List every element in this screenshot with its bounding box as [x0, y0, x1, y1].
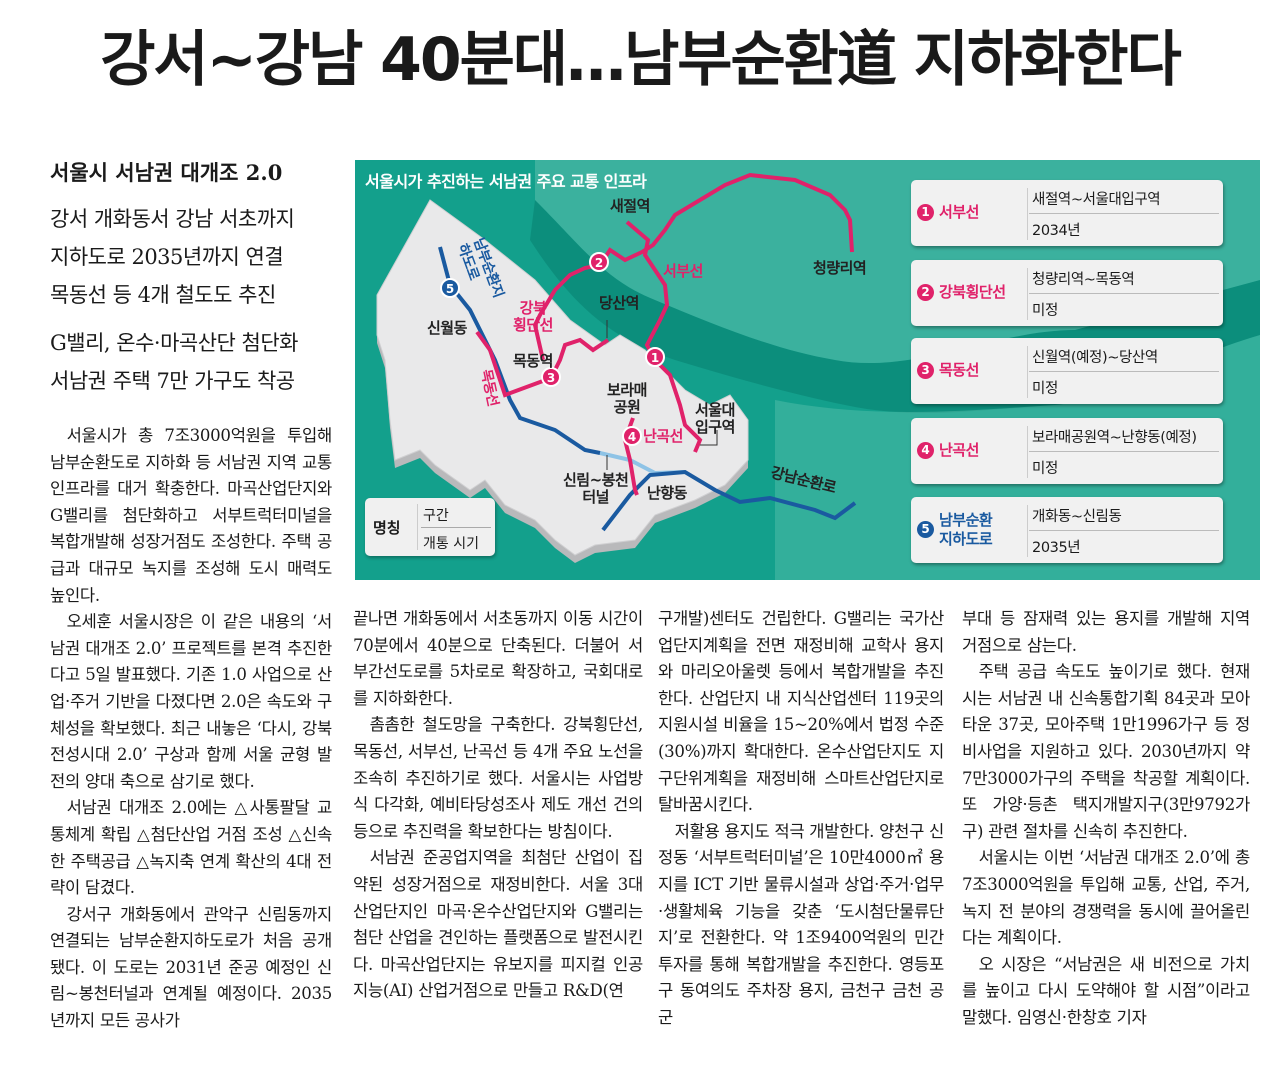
- legend-name: 명칭: [373, 519, 401, 537]
- gangnam-ring-road: [601, 469, 857, 532]
- label-sillim-tunnel: 신림~봉천 터널: [563, 471, 629, 506]
- paragraph: 주택 공급 속도도 높이기로 했다. 현재 시는 서남권 내 신속통합기획 84…: [962, 662, 1250, 841]
- label-nanhyang: 난향동: [647, 484, 687, 502]
- label-nangok: 난곡선: [643, 427, 683, 445]
- subhead-line: 서남권 주택 7만 가구도 착공: [50, 369, 295, 393]
- article-column-2: 끝나면 개화동에서 서초동까지 이동 시간이 70분에서 40분으로 단축된다.…: [353, 606, 643, 1005]
- mokdong-line: [475, 330, 610, 398]
- paragraph: 촘촘한 철도망을 구축한다. 강북횡단선, 목동선, 서부선, 난곡선 등 4개…: [353, 715, 643, 841]
- label-seobu: 서부선: [663, 262, 703, 280]
- paragraph: 오세훈 서울시장은 이 같은 내용의 ‘서남권 대개조 2.0’ 프로젝트를 본…: [50, 612, 332, 791]
- label-sinwol: 신월동: [427, 319, 467, 337]
- paragraph: 서남권 대개조 2.0에는 △사통팔달 교통체계 확립 △첨단산업 거점 조성 …: [50, 798, 332, 898]
- route-card-1: 1 서부선 새절역~서울대입구역 2034년: [911, 180, 1223, 246]
- route-card-2: 2 강북횡단선 청량리역~목동역 미정: [911, 260, 1223, 326]
- marker-label: 1: [651, 351, 659, 365]
- label-gangbuk-line: 강북 횡단선: [513, 299, 553, 334]
- paragraph: 강서구 개화동에서 관악구 신림동까지 연결되는 남부순환지하도로가 처음 공개…: [50, 904, 332, 1031]
- marker-1: [645, 347, 665, 367]
- subhead-line: 강서 개화동서 강남 서초까지: [50, 207, 295, 231]
- subhead-lead: 서울시 서남권 대개조 2.0: [50, 160, 283, 185]
- article-column-1: 서울시가 총 7조3000억원을 투입해 남부순환도로 지하화 등 서남권 지역…: [50, 423, 332, 1035]
- route-card-3: 3 목동선 신월역(예정)~당산역 미정: [911, 338, 1223, 404]
- route-markers: 1 2 3 4 5: [440, 252, 665, 446]
- route-card-4: 4 난곡선 보라매공원역~난향동(예정) 미정: [911, 418, 1223, 484]
- label-boramae: 보라매 공원: [607, 381, 647, 416]
- paragraph: 서울시가 총 7조3000억원을 투입해 남부순환도로 지하화 등 서남권 지역…: [50, 426, 332, 605]
- paragraph: 서울시는 이번 ‘서남권 대개조 2.0’에 총 7조3000억원을 투입해 교…: [962, 848, 1250, 948]
- marker-2: [589, 252, 609, 272]
- subhead-line: G밸리, 온수·마곡산단 첨단화: [50, 331, 299, 355]
- byline: 임영신·한창호 기자: [1016, 1007, 1147, 1027]
- paragraph-text: 오 시장은 “서남권은 새 비전으로 가치를 높이고 다시 도약해야 할 시점”…: [962, 954, 1250, 1027]
- legend-opening: 개통 시기: [423, 536, 479, 552]
- marker-4: [622, 426, 642, 446]
- marker-3: [541, 367, 561, 387]
- article-column-3: 구개발)센터도 건립한다. G밸리는 국가산업단지계획을 전면 재정비해 교학사…: [658, 606, 944, 1032]
- label-saejeol: 새절역: [610, 197, 650, 215]
- article-column-4: 부대 등 잠재력 있는 용지를 개발해 지역 거점으로 삼는다. 주택 공급 속…: [962, 606, 1250, 1032]
- marker-5: [440, 278, 460, 298]
- label-mokdong-station: 목동역: [513, 352, 553, 370]
- paragraph: 끝나면 개화동에서 서초동까지 이동 시간이 70분에서 40분으로 단축된다.…: [353, 609, 643, 708]
- transport-infographic: 1 2 3 4 5 서울시가 추진하는 서남권 주요 교통 인프라 새절역 서부…: [355, 160, 1260, 580]
- subhead-line: 목동선 등 4개 철도도 추진: [50, 283, 276, 307]
- marker-label: 4: [628, 430, 636, 444]
- subheadings: 서울시 서남권 대개조 2.0 강서 개화동서 강남 서초까지 지하도로 203…: [50, 156, 340, 400]
- legend: 명칭 구간 개통 시기: [365, 498, 495, 556]
- paragraph: 오 시장은 “서남권은 새 비전으로 가치를 높이고 다시 도약해야 할 시점”…: [962, 952, 1250, 1032]
- marker-label: 2: [595, 256, 603, 270]
- paragraph: 서남권 준공업지역을 최첨단 산업이 집약된 성장거점으로 재정비한다. 서울 …: [353, 848, 643, 1001]
- graphic-title: 서울시가 추진하는 서남권 주요 교통 인프라: [365, 172, 647, 191]
- paragraph: 저활용 용지도 적극 개발한다. 양천구 신정동 ‘서부트럭터미널’은 10만4…: [658, 821, 944, 1027]
- gangbuk-line: [532, 172, 854, 361]
- legend-section: 구간: [423, 508, 449, 524]
- route-card-5: 5 남부순환 지하도로 개화동~신림동 2035년: [911, 497, 1223, 563]
- label-dangsan: 당산역: [599, 294, 639, 312]
- label-snu-station: 서울대 입구역: [695, 401, 735, 436]
- marker-label: 5: [446, 282, 454, 296]
- subhead-line: 지하도로 2035년까지 연결: [50, 245, 284, 269]
- label-cheongnyangni: 청량리역: [813, 259, 867, 277]
- headline: 강서~강남 40분대…남부순환道 지하화한다: [100, 25, 1182, 95]
- paragraph: 구개발)센터도 건립한다. G밸리는 국가산업단지계획을 전면 재정비해 교학사…: [658, 609, 944, 815]
- marker-label: 3: [547, 371, 555, 385]
- seobu-line: [625, 220, 703, 453]
- paragraph: 부대 등 잠재력 있는 용지를 개발해 지역 거점으로 삼는다.: [962, 609, 1250, 655]
- southwest-land: [376, 199, 749, 556]
